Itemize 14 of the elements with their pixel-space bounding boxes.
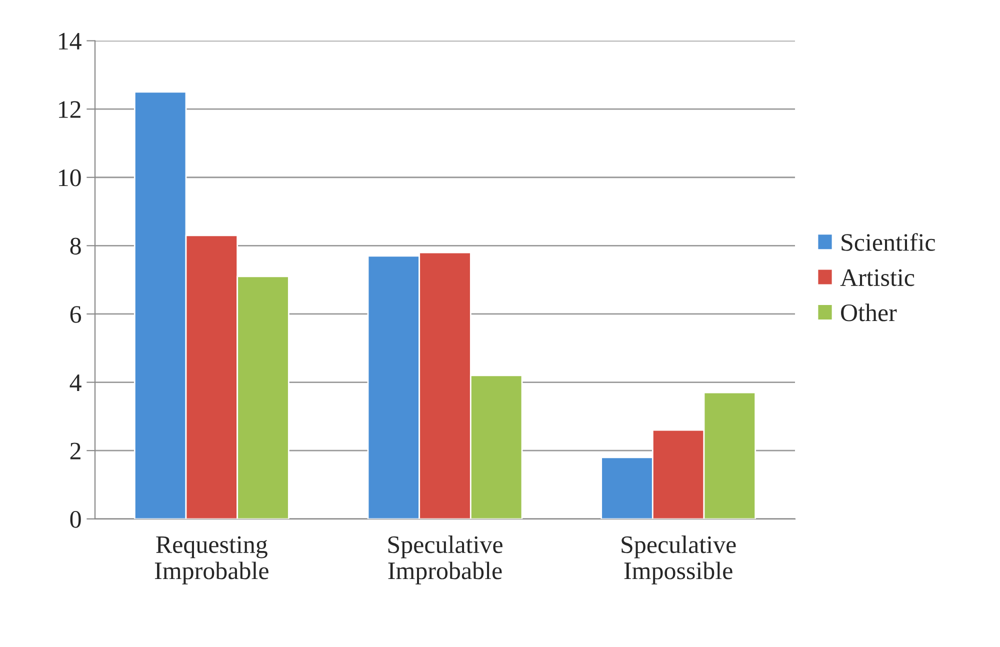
- y-tick-label: 10: [59, 169, 81, 186]
- y-tick-label: 12: [59, 101, 80, 118]
- y-tick-label: 8: [70, 238, 81, 255]
- legend-label: Scientific: [842, 233, 936, 251]
- x-tick-label: Speculative Improbable: [388, 536, 502, 584]
- legend-label: Artistic: [840, 269, 914, 286]
- x-tick-label: Speculative Impossible: [622, 536, 736, 584]
- y-tick-label: 14: [59, 32, 82, 50]
- y-tick-label: 2: [70, 442, 80, 460]
- x-tick-label: Requesting Improbable: [154, 536, 268, 584]
- y-tick-label: 4: [70, 374, 82, 391]
- y-tick-label: 0: [70, 510, 81, 528]
- legend-label: Other: [841, 304, 897, 322]
- y-tick-label: 6: [70, 306, 82, 323]
